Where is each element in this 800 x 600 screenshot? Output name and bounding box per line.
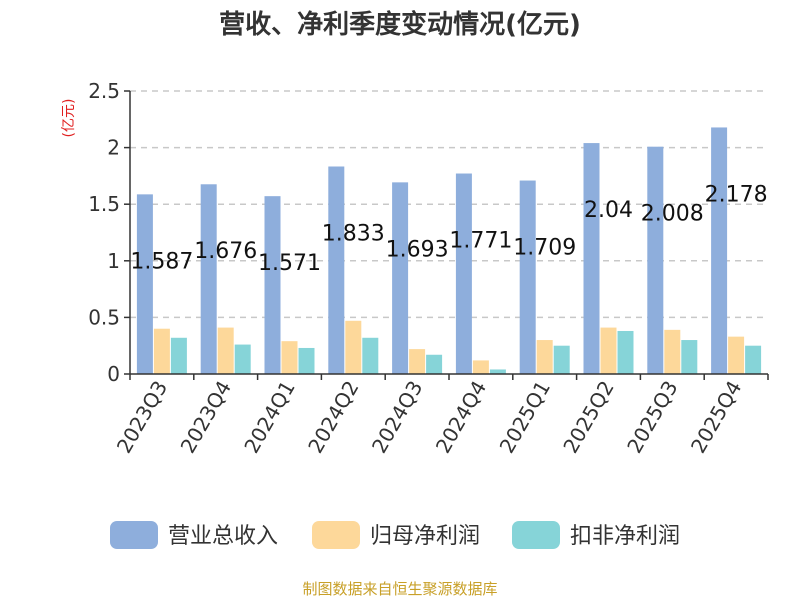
bar-2025Q3-扣非净利润 — [681, 340, 698, 374]
bar-2024Q4-扣非净利润 — [489, 369, 506, 374]
x-tick-label: 2025Q2 — [558, 377, 618, 458]
bar-2025Q1-扣非净利润 — [553, 345, 570, 374]
bar-2025Q2-营业总收入 — [583, 143, 600, 374]
x-tick-label: 2025Q4 — [686, 377, 746, 458]
data-label: 2.008 — [641, 202, 704, 227]
bar-2024Q3-营业总收入 — [392, 182, 409, 374]
legend-swatch — [312, 521, 360, 549]
bar-2023Q3-营业总收入 — [136, 194, 153, 374]
y-tick-label: 1.5 — [88, 192, 120, 216]
bar-2025Q2-归母净利润 — [600, 327, 617, 374]
legend-label: 营业总收入 — [168, 524, 278, 549]
bar-2024Q4-营业总收入 — [455, 173, 472, 374]
data-label: 1.833 — [322, 221, 385, 246]
x-tick-label: 2025Q3 — [622, 377, 682, 458]
y-axis-unit: (亿元) — [61, 99, 77, 138]
data-label: 1.571 — [258, 251, 321, 276]
bar-2023Q3-归母净利润 — [153, 328, 170, 374]
data-label: 2.04 — [584, 198, 633, 223]
bar-2025Q3-归母净利润 — [664, 329, 681, 374]
bars — [136, 127, 762, 374]
x-tick-label: 2025Q1 — [495, 377, 555, 458]
y-tick-label: 0 — [107, 362, 120, 386]
bar-2025Q4-扣非净利润 — [745, 345, 762, 374]
bar-2023Q4-营业总收入 — [200, 184, 217, 374]
bar-2025Q4-归母净利润 — [728, 336, 745, 374]
bar-2024Q1-扣非净利润 — [298, 347, 315, 374]
x-tick-label: 2024Q1 — [239, 377, 299, 458]
data-label: 1.676 — [194, 239, 257, 264]
bar-2025Q3-营业总收入 — [647, 146, 664, 374]
x-tick-label: 2024Q3 — [367, 377, 427, 458]
y-tick-label: 1 — [107, 249, 120, 273]
data-label: 2.178 — [705, 182, 768, 207]
bar-2024Q2-扣非净利润 — [362, 337, 379, 374]
bar-2024Q2-归母净利润 — [345, 320, 362, 374]
source-note: 制图数据来自恒生聚源数据库 — [302, 580, 497, 598]
bar-2025Q4-营业总收入 — [711, 127, 728, 374]
bar-2024Q2-营业总收入 — [328, 166, 345, 374]
legend-label: 归母净利润 — [370, 524, 480, 549]
bar-2025Q1-营业总收入 — [519, 180, 536, 374]
y-tick-label: 0.5 — [88, 305, 120, 329]
data-label: 1.587 — [130, 249, 193, 274]
x-tick-label: 2023Q3 — [112, 377, 172, 458]
y-tick-label: 2 — [107, 136, 120, 160]
legend-swatch — [512, 521, 560, 549]
bar-2024Q3-归母净利润 — [409, 349, 426, 374]
bar-2024Q4-归母净利润 — [472, 360, 489, 374]
y-tick-label: 2.5 — [88, 79, 120, 103]
bar-2023Q4-归母净利润 — [217, 327, 234, 374]
bar-2025Q1-归母净利润 — [536, 340, 553, 374]
x-tick-label: 2024Q2 — [303, 377, 363, 458]
bar-2025Q2-扣非净利润 — [617, 330, 634, 374]
legend-swatch — [110, 521, 158, 549]
bar-2023Q4-扣非净利润 — [234, 344, 251, 374]
bar-2024Q1-归母净利润 — [281, 341, 298, 374]
chart-title: 营收、净利季度变动情况(亿元) — [219, 9, 581, 40]
data-label: 1.693 — [386, 237, 449, 262]
bar-2024Q1-营业总收入 — [264, 196, 281, 374]
legend: 营业总收入 归母净利润 扣非净利润 — [110, 521, 680, 549]
data-label: 1.771 — [449, 228, 512, 253]
x-tick-label: 2023Q4 — [176, 377, 236, 458]
x-tick-label: 2024Q4 — [431, 377, 491, 458]
legend-label: 扣非净利润 — [570, 524, 680, 549]
bar-2023Q3-扣非净利润 — [170, 337, 187, 374]
bar-2024Q3-扣非净利润 — [426, 354, 443, 374]
data-label: 1.709 — [513, 235, 576, 260]
